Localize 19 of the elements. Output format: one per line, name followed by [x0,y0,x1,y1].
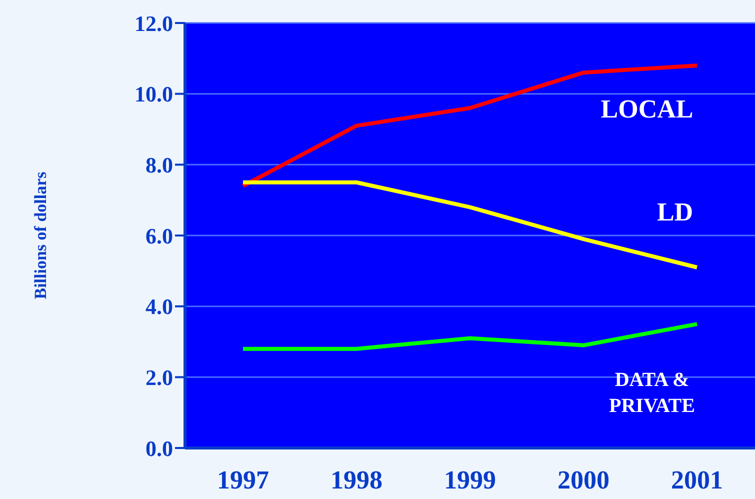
line-series [241,180,699,270]
x-tick-label: 1999 [444,465,496,494]
y-tick-label: 8.0 [146,152,173,178]
y-tick-label: 6.0 [146,223,173,248]
x-tick-label: 1998 [330,465,382,494]
series-label: LD [656,197,694,226]
y-tick-label: 12.0 [134,10,173,36]
x-tick-label: 2000 [558,465,610,494]
y-tick-label: 4.0 [146,294,173,320]
series-label: LOCAL [600,94,694,124]
line-series [241,64,699,188]
line-series [241,322,699,351]
series-label: DATA & PRIVATE [609,369,695,418]
y-tick-label: 0.0 [146,436,173,461]
y-axis-title: Billions of dollars [31,171,50,300]
y-tick-label: 10.0 [134,82,173,107]
x-tick-label: 1997 [217,465,269,494]
x-tick-label: 2001 [671,465,723,494]
y-tick-label: 2.0 [146,364,173,390]
